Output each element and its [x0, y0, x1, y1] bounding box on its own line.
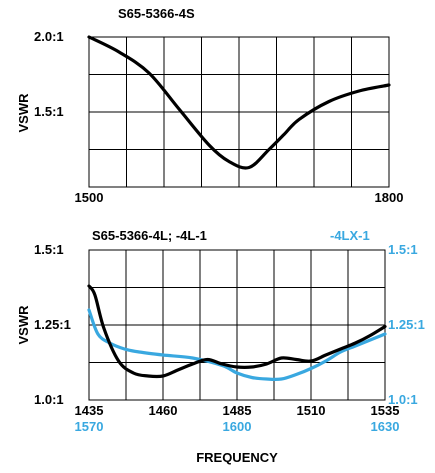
y-tick-label: 1.5:1 [34, 104, 64, 119]
bottom-secondary-y-tick-labels: 1.5:1 1.25:1 1.0:1 [388, 242, 425, 407]
top-chart-title: S65-5366-4S [118, 6, 195, 21]
secondary-x-tick-label: 1630 [371, 419, 400, 434]
x-tick-label: 1535 [371, 403, 400, 418]
y-tick-label: 1.0:1 [34, 392, 64, 407]
secondary-x-tick-label: 1600 [223, 419, 252, 434]
bottom-x-axis-label: FREQUENCY [196, 450, 278, 465]
x-tick-label: 1500 [75, 190, 104, 205]
x-tick-label: 1485 [223, 403, 252, 418]
top-x-tick-labels: 1500 1800 [75, 190, 404, 205]
top-y-axis-label: VSWR [16, 93, 31, 133]
bottom-grid [89, 250, 385, 400]
bottom-y-axis-label: VSWR [16, 305, 31, 345]
bottom-chart-title: S65-5366-4L; -4L-1 [92, 228, 207, 243]
bottom-legend-4lx1: -4LX-1 [330, 228, 370, 243]
secondary-y-tick-label: 1.0:1 [388, 392, 418, 407]
bottom-chart: S65-5366-4L; -4L-1 -4LX-1 VSWR 1.5:1 1.25… [16, 228, 425, 465]
y-tick-label: 1.5:1 [34, 242, 64, 257]
secondary-x-tick-label: 1570 [75, 419, 104, 434]
y-tick-label: 1.25:1 [34, 317, 71, 332]
secondary-y-tick-label: 1.25:1 [388, 317, 425, 332]
secondary-y-tick-label: 1.5:1 [388, 242, 418, 257]
bottom-4l-line [87, 284, 387, 379]
x-tick-label: 1510 [297, 403, 326, 418]
x-tick-label: 1460 [149, 403, 178, 418]
top-y-tick-labels: 2.0:1 1.5:1 [34, 29, 64, 119]
bottom-x-tick-labels: 1435 1460 1485 1510 1535 [75, 403, 400, 418]
top-chart: S65-5366-4S VSWR 2.0:1 1.5:1 1500 1800 [16, 6, 403, 205]
top-grid [89, 37, 389, 187]
bottom-4lx1-line [87, 308, 387, 382]
x-tick-label: 1435 [75, 403, 104, 418]
bottom-secondary-x-tick-labels: 1570 1600 1630 [75, 419, 400, 434]
x-tick-label: 1800 [375, 190, 404, 205]
top-vswr-line [87, 35, 391, 170]
y-tick-label: 2.0:1 [34, 29, 64, 44]
bottom-y-tick-labels: 1.5:1 1.25:1 1.0:1 [34, 242, 71, 407]
